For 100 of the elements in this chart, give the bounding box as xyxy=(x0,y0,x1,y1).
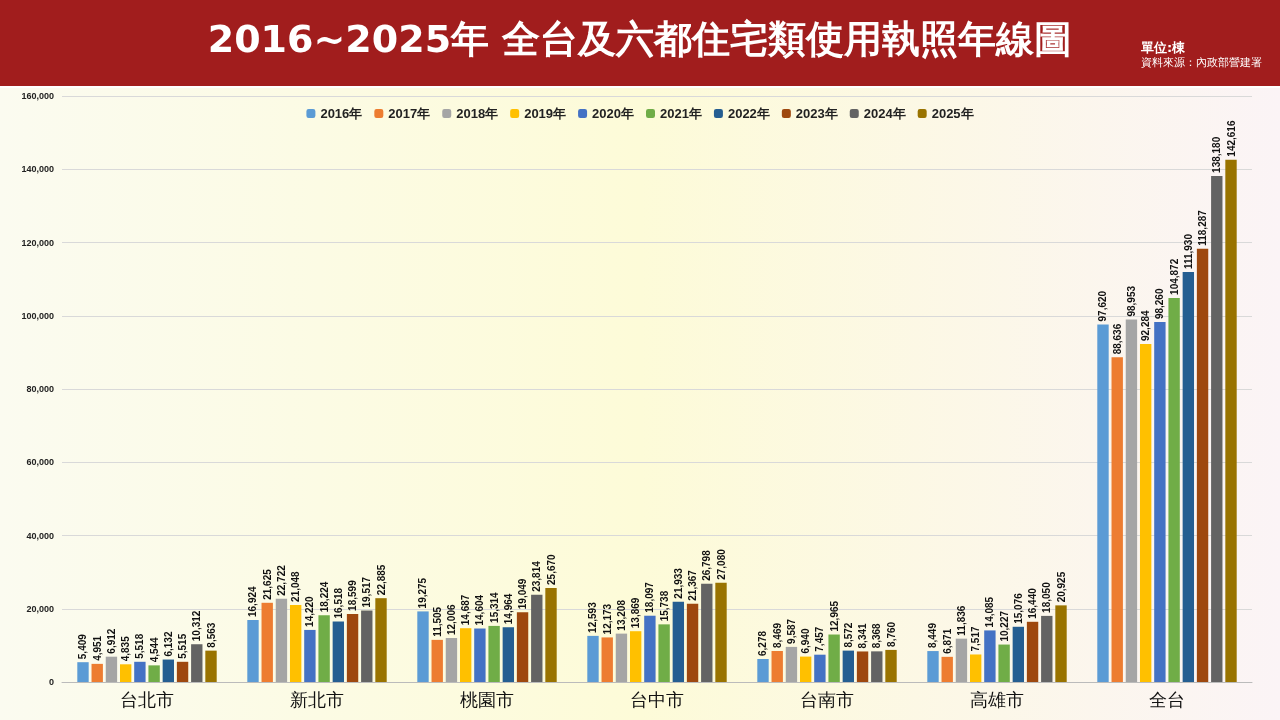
bar xyxy=(417,611,429,682)
bar xyxy=(998,644,1010,682)
data-label: 18,224 xyxy=(318,581,330,613)
data-label: 23,814 xyxy=(531,560,543,592)
data-label: 8,760 xyxy=(885,621,897,647)
bar xyxy=(502,627,515,682)
data-label: 12,965 xyxy=(828,600,840,632)
data-label: 5,409 xyxy=(77,633,89,660)
bar xyxy=(205,650,217,682)
data-label: 15,738 xyxy=(658,590,670,622)
data-label: 21,048 xyxy=(290,570,302,602)
data-label: 4,835 xyxy=(120,635,132,662)
data-label: 22,722 xyxy=(275,564,287,596)
bar xyxy=(799,656,812,682)
data-label: 138,180 xyxy=(1211,136,1223,173)
bar xyxy=(814,654,826,682)
data-label: 12,006 xyxy=(445,604,457,636)
data-label: 14,604 xyxy=(474,594,486,626)
data-label: 21,933 xyxy=(672,567,684,599)
bar xyxy=(927,651,939,682)
data-label: 6,871 xyxy=(941,628,953,654)
data-label: 14,220 xyxy=(304,595,316,627)
bar xyxy=(134,661,146,682)
bar xyxy=(1111,357,1123,682)
bar xyxy=(1211,175,1223,682)
legend-label: 2018年 xyxy=(456,106,499,121)
bar xyxy=(431,639,443,682)
bar xyxy=(842,650,855,682)
bar xyxy=(672,601,685,682)
data-label: 19,049 xyxy=(517,578,529,610)
data-label: 98,260 xyxy=(1154,288,1166,320)
data-label: 142,616 xyxy=(1225,120,1237,157)
y-tick-label: 140,000 xyxy=(21,164,54,175)
legend-label: 2016年 xyxy=(320,106,363,121)
data-label: 6,940 xyxy=(800,628,812,654)
bar xyxy=(148,665,160,682)
bar xyxy=(375,598,387,682)
y-tick-label: 40,000 xyxy=(26,530,54,541)
data-label: 11,836 xyxy=(955,605,967,636)
data-label: 88,636 xyxy=(1111,323,1123,355)
data-label: 5,518 xyxy=(134,633,146,659)
data-label: 13,208 xyxy=(615,599,627,631)
bar xyxy=(1139,344,1152,682)
y-tick-label: 60,000 xyxy=(26,457,54,468)
bar xyxy=(715,582,727,682)
bar xyxy=(1097,324,1109,682)
data-label: 16,440 xyxy=(1027,587,1039,619)
bar xyxy=(162,659,175,682)
bar xyxy=(445,638,458,682)
data-label: 15,314 xyxy=(488,591,500,623)
bar xyxy=(105,656,118,682)
bar xyxy=(1154,322,1166,682)
bar xyxy=(531,594,543,682)
bar xyxy=(1168,297,1180,682)
bar xyxy=(545,587,557,682)
y-tick-label: 80,000 xyxy=(26,384,54,394)
bar xyxy=(261,602,273,682)
legend-label: 2017年 xyxy=(388,106,431,121)
bar xyxy=(361,610,373,682)
y-tick-label: 120,000 xyxy=(21,237,54,248)
bar xyxy=(969,654,982,682)
bar xyxy=(785,646,798,682)
data-label: 20,925 xyxy=(1055,571,1067,603)
bar xyxy=(1125,319,1138,682)
data-label: 15,076 xyxy=(1012,592,1024,624)
x-tick-label: 台中市 xyxy=(630,688,684,710)
data-label: 8,563 xyxy=(205,622,217,648)
data-label: 6,278 xyxy=(757,630,769,657)
data-label: 8,572 xyxy=(842,622,854,648)
bar xyxy=(488,625,500,682)
data-label: 18,050 xyxy=(1041,581,1053,613)
data-label: 26,798 xyxy=(701,549,713,581)
data-label: 25,670 xyxy=(545,553,557,585)
x-tick-label: 桃園市 xyxy=(460,688,514,710)
legend-label: 2019年 xyxy=(524,106,567,121)
data-label: 21,367 xyxy=(687,569,699,601)
bar xyxy=(1182,272,1195,682)
data-label: 22,885 xyxy=(375,564,387,596)
data-label: 111,930 xyxy=(1182,233,1194,270)
data-label: 8,449 xyxy=(927,622,939,649)
bar xyxy=(828,634,840,682)
bar xyxy=(346,613,359,682)
source-note: 資料來源：內政部營建署 xyxy=(1141,55,1262,70)
data-label: 8,469 xyxy=(771,622,783,648)
bar xyxy=(304,629,316,682)
bar xyxy=(856,651,869,682)
bar xyxy=(516,612,529,682)
bar xyxy=(77,662,89,682)
bar xyxy=(247,620,259,682)
bar xyxy=(771,650,783,682)
data-label: 92,284 xyxy=(1140,309,1152,342)
x-tick-label: 新北市 xyxy=(290,688,344,710)
y-tick-label: 160,000 xyxy=(21,91,54,101)
data-label: 8,341 xyxy=(857,622,869,649)
data-label: 10,227 xyxy=(998,610,1010,642)
bar xyxy=(1225,159,1237,682)
bar xyxy=(587,635,599,682)
bar xyxy=(1041,615,1053,682)
data-label: 118,287 xyxy=(1197,209,1209,246)
bar xyxy=(191,644,203,682)
